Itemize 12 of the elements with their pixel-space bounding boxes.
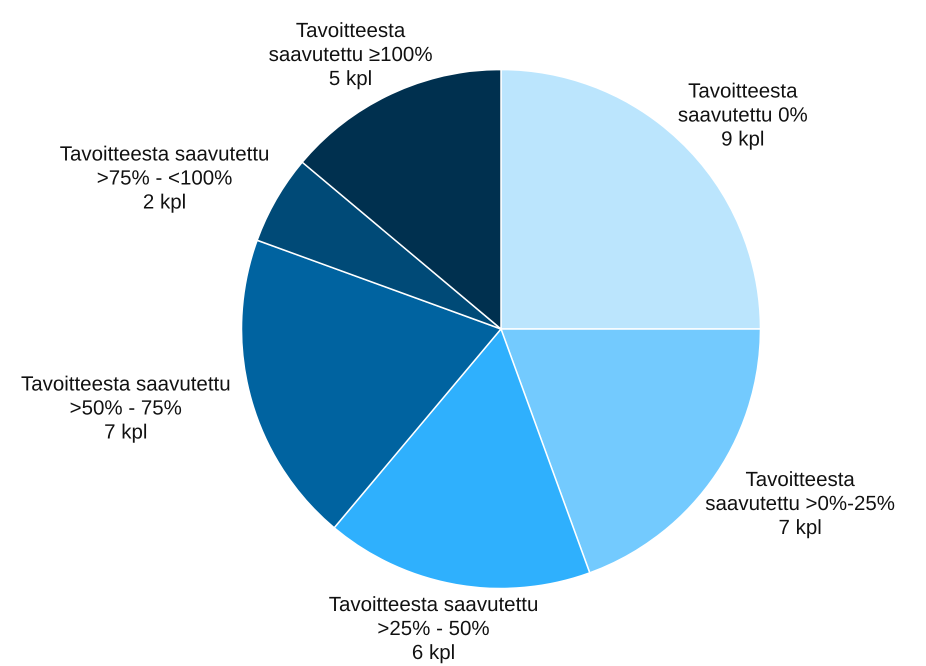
data-label: 6 kpl [412,640,456,664]
data-label: 7 kpl [778,516,822,539]
slice-label: Tavoitteesta saavutettu ≥100% [268,18,433,66]
slice-label: Tavoitteesta saavutettu >25% - 50% [328,592,538,640]
data-label: 7 kpl [104,420,148,444]
slice-label: Tavoitteesta saavutettu >75% - <100% [60,142,270,189]
slice-label: Tavoitteesta saavutettu >50% - 75% [20,372,231,420]
slice-label: Tavoitteesta saavutettu 0% [678,78,808,126]
data-label: 9 kpl [721,126,764,150]
slice-label: Tavoitteesta saavutettu >0%-25% [705,468,896,515]
data-label: 5 kpl [328,66,372,90]
data-label: 2 kpl [142,190,186,213]
